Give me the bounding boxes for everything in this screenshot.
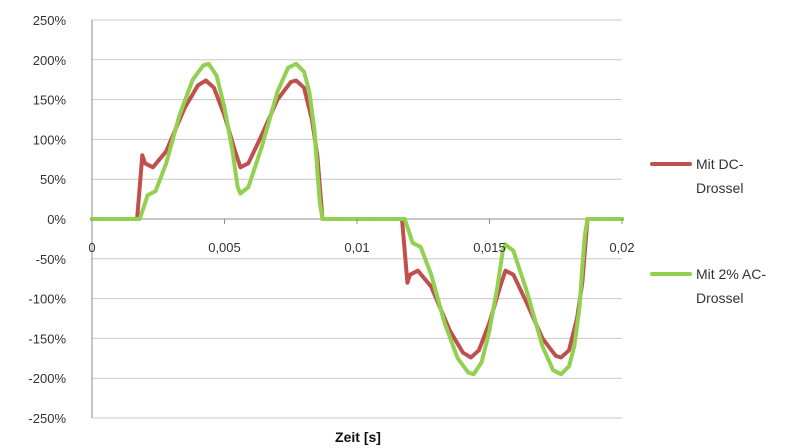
- y-tick-label: 100%: [33, 132, 67, 147]
- legend-label-2: Mit 2% AC-: [696, 266, 766, 282]
- x-tick-label: 0,01: [344, 240, 369, 255]
- y-tick-label: -100%: [28, 292, 66, 307]
- x-tick-label: 0,015: [473, 240, 506, 255]
- legend: Mit DC- Drossel Mit 2% AC- Drossel: [650, 156, 766, 306]
- series-line-2: [90, 61, 624, 377]
- x-tick-label: 0: [88, 240, 95, 255]
- y-tick-label: 200%: [33, 53, 67, 68]
- x-tick-label: 0,02: [609, 240, 634, 255]
- x-tick-label: 0,005: [208, 240, 241, 255]
- x-axis-title: Zeit [s]: [335, 429, 381, 445]
- legend-label-1: Mit DC-: [696, 156, 744, 172]
- y-tick-label: -250%: [28, 411, 66, 426]
- legend-label-2: Drossel: [696, 290, 743, 306]
- series-lines: [90, 61, 624, 377]
- legend-label-1: Drossel: [696, 180, 743, 196]
- y-tick-label: 250%: [33, 13, 67, 28]
- y-tick-label: 50%: [40, 172, 66, 187]
- y-tick-label: 0%: [47, 212, 66, 227]
- y-tick-label: -50%: [36, 252, 67, 267]
- x-tick-labels: 0 0,005 0,01 0,015 0,02: [88, 219, 635, 255]
- y-tick-label: 150%: [33, 93, 67, 108]
- y-tick-label: -150%: [28, 331, 66, 346]
- y-tick-label: -200%: [28, 371, 66, 386]
- y-tick-labels: 250% 200% 150% 100% 50% 0% -50% -100% -150% -200%…: [28, 13, 66, 426]
